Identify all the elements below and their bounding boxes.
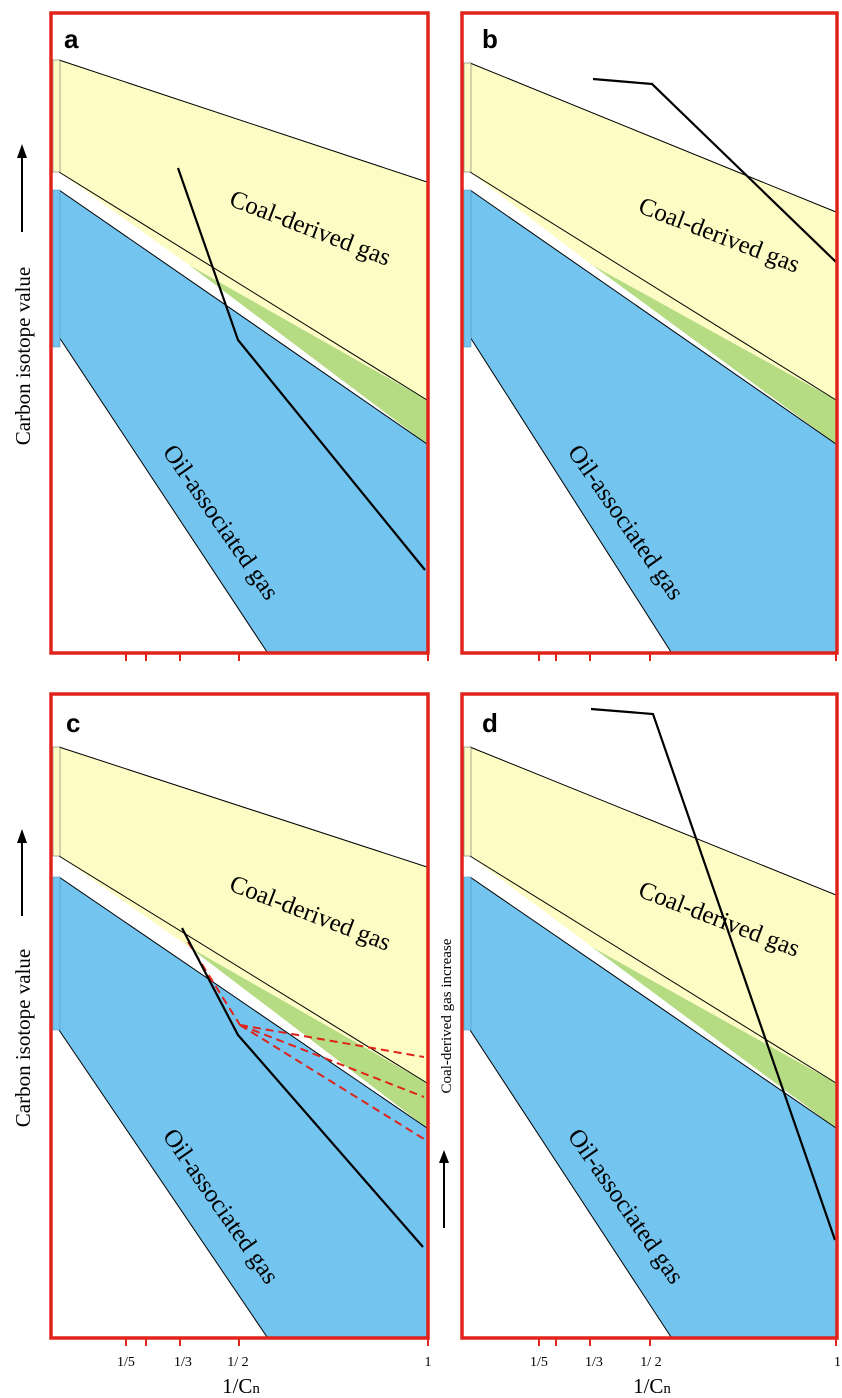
boundary-line <box>58 171 428 401</box>
side-annotation-label: Coal-derived gas increase <box>439 938 455 1093</box>
x-axis-title: 1/Cn <box>222 1374 260 1398</box>
oil-end-strip <box>463 189 472 348</box>
boundary-line <box>469 189 837 445</box>
coal-end-strip <box>463 62 472 173</box>
coal-end-strip <box>463 746 472 857</box>
x-tick-label: 1/3 <box>585 1355 603 1370</box>
x-tick-label: 1 <box>425 1355 432 1370</box>
y-axis-title: Carbon isotope value <box>11 949 35 1127</box>
x-ticks <box>125 1338 429 1346</box>
coal-zone <box>59 747 427 1083</box>
coal-end-strip <box>52 746 61 857</box>
dashed-mixing-line <box>239 1024 425 1058</box>
isotope-trend-line <box>592 77 837 263</box>
coal-end-strip <box>52 59 61 173</box>
oil-zone <box>59 877 427 1337</box>
oil-zone <box>59 190 427 652</box>
boundary-line <box>58 855 428 1084</box>
boundary-line <box>469 855 837 1084</box>
boundary-line <box>58 1029 268 1338</box>
panel-letter: c <box>66 708 80 738</box>
boundary-line <box>58 876 428 1129</box>
y-axis-top: Carbon isotope value <box>11 144 35 445</box>
boundary-line <box>469 876 837 1129</box>
oil-end-strip <box>52 189 61 348</box>
mixed-zone <box>592 947 836 1128</box>
panel-a: Coal-derived gas Oil-associated gas a <box>49 11 430 661</box>
x-tick-label: 1 <box>834 1355 841 1370</box>
boundary-line <box>469 62 837 213</box>
y-axis-title: Carbon isotope value <box>11 267 35 445</box>
x-tick-label: 1/ 2 <box>227 1355 248 1370</box>
side-arrow-head <box>439 1150 449 1163</box>
dashed-mixing-line <box>239 1024 425 1098</box>
x-ticks <box>538 653 837 661</box>
isotope-trend-line <box>176 167 426 571</box>
x-tick-label: 1/ 2 <box>640 1355 661 1370</box>
panel-d: Coal-derived gas Oil-associated gas d <box>460 692 839 1346</box>
x-tick-label: 1/5 <box>530 1355 548 1370</box>
panel-b: Coal-derived gas Oil-associated gas b <box>460 11 839 661</box>
x-ticks <box>538 1338 837 1346</box>
boundary-line <box>58 59 428 183</box>
panel-letter: d <box>482 708 498 738</box>
oil-end-strip <box>52 876 61 1031</box>
isotope-trend-line <box>181 927 424 1248</box>
boundary-line <box>469 746 837 896</box>
coal-zone <box>470 63 836 400</box>
coal-zone <box>59 60 427 400</box>
panel-letter: a <box>64 24 79 54</box>
y-axis-bottom: Carbon isotope value <box>11 829 35 1127</box>
dashed-mixing-line <box>239 1024 425 1140</box>
mixed-zone <box>189 265 427 444</box>
x-axis-right: 1/5 1/3 1/ 2 1 1/Cn <box>530 1355 841 1398</box>
y-axis-arrow-head <box>17 829 27 843</box>
oil-zone <box>470 877 836 1337</box>
oil-zone <box>470 190 836 652</box>
boundary-line <box>469 336 672 653</box>
mixed-zone <box>592 265 836 444</box>
boundary-line <box>58 746 428 868</box>
panel-letter: b <box>482 24 498 54</box>
x-axis-left: 1/5 1/3 1/ 2 1 1/Cn <box>117 1355 431 1398</box>
x-tick-label: 1/5 <box>117 1355 135 1370</box>
isotope-trend-line <box>590 707 837 1241</box>
boundary-line <box>469 1029 672 1338</box>
boundary-line <box>58 336 268 653</box>
panel-c: Coal-derived gas Oil-associated gas c <box>49 692 430 1346</box>
x-tick-label: 1/3 <box>174 1355 192 1370</box>
oil-end-strip <box>463 876 472 1031</box>
boundary-line <box>469 171 837 401</box>
coal-zone <box>470 747 836 1083</box>
x-ticks <box>125 653 429 661</box>
boundary-line <box>58 189 428 445</box>
x-axis-title: 1/Cn <box>633 1374 671 1398</box>
y-axis-arrow-head <box>17 144 27 158</box>
coal-gas-increase-annotation: Coal-derived gas increase <box>439 938 455 1228</box>
